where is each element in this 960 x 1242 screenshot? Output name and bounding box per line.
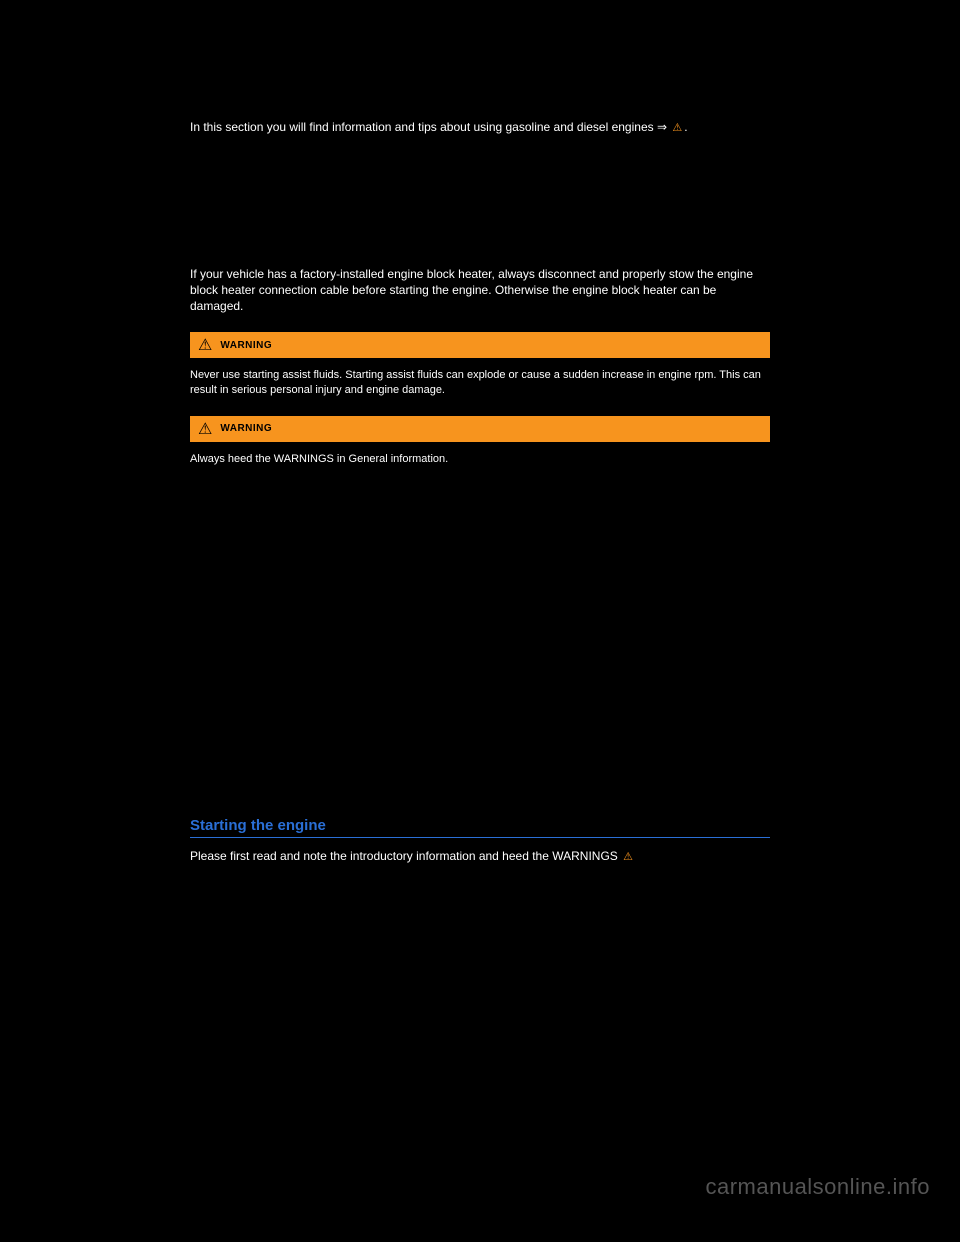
section-par-pre: Please first read and note the introduct… (190, 849, 621, 863)
manual-page: In this section you will find informatio… (0, 0, 960, 1242)
warning-box-2: ⚠ WARNING Always heed the WARNINGS in Ge… (190, 416, 770, 467)
warning-box-1: ⚠ WARNING Never use starting assist flui… (190, 332, 770, 398)
warning-bar: ⚠ WARNING (190, 416, 770, 442)
warning-triangle-icon: ⚠ (198, 419, 212, 439)
warning-label: WARNING (220, 423, 272, 434)
warning-body: Always heed the WARNINGS in General info… (190, 452, 770, 467)
warning-bar: ⚠ WARNING (190, 332, 770, 358)
warning-triangle-icon: ⚠ (198, 335, 212, 355)
warning-label: WARNING (220, 340, 272, 351)
section-heading: Starting the engine (190, 817, 770, 838)
cross-ref-post: . (684, 120, 687, 134)
warning-triangle-icon: ⚠ (623, 851, 633, 863)
warning-triangle-icon: ⚠ (672, 122, 682, 134)
watermark: carmanualsonline.info (705, 1174, 930, 1200)
warning-body: Never use starting assist fluids. Starti… (190, 368, 770, 398)
engine-block-heater-paragraph: If your vehicle has a factory-installed … (190, 266, 770, 315)
cross-reference-line: In this section you will find informatio… (190, 120, 770, 136)
cross-ref-pre: In this section you will find informatio… (190, 120, 670, 134)
section-intro-paragraph: Please first read and note the introduct… (190, 848, 770, 865)
